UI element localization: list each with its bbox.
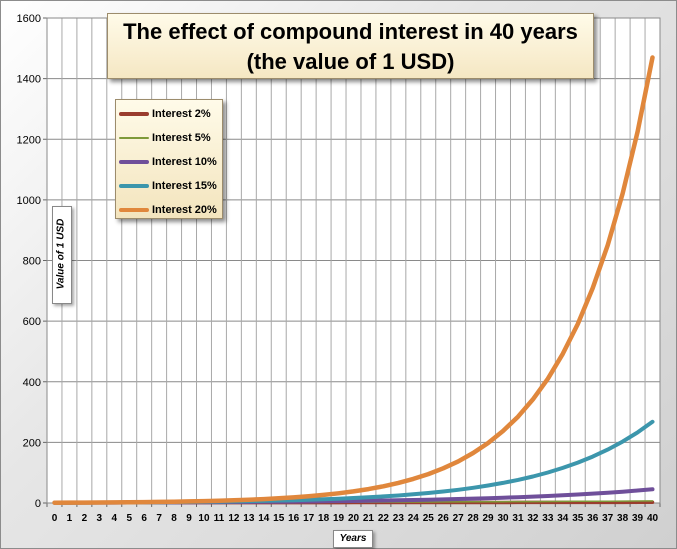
x-tick-label: 32 — [527, 513, 539, 524]
x-tick-label: 11 — [214, 513, 225, 524]
chart-title-line2: (the value of 1 USD) — [246, 49, 455, 74]
x-tick-label: 35 — [572, 513, 584, 524]
x-tick-label: 17 — [303, 513, 315, 524]
y-axis-label: Value of 1 USD — [55, 218, 67, 290]
x-tick-label: 16 — [288, 513, 300, 524]
x-tick-label: 6 — [141, 513, 147, 524]
y-tick-label: 0 — [35, 498, 41, 510]
x-tick-label: 38 — [617, 513, 629, 524]
legend-item-interest-20: Interest 20% — [116, 198, 222, 222]
x-tick-label: 33 — [542, 513, 554, 524]
x-tick-label: 31 — [512, 513, 524, 524]
legend-label: Interest 15% — [152, 180, 217, 192]
x-tick-label: 25 — [423, 513, 435, 524]
legend-item-interest-5: Interest 5% — [116, 126, 222, 150]
y-tick-label: 1400 — [17, 74, 41, 86]
series-lines — [52, 55, 655, 505]
legend-item-interest-10: Interest 10% — [116, 150, 222, 174]
x-tick-label: 26 — [438, 513, 450, 524]
legend: Interest 2% Interest 5% Interest 10% Int… — [115, 99, 223, 219]
x-tick-label: 30 — [497, 513, 509, 524]
x-tick-label: 20 — [348, 513, 360, 524]
y-tick-label: 600 — [23, 316, 41, 328]
chart-title-line1: The effect of compound interest in 40 ye… — [123, 19, 578, 44]
x-tick-label: 2 — [82, 513, 88, 524]
y-tick-label: 1000 — [17, 195, 41, 207]
x-tick-label: 28 — [468, 513, 480, 524]
x-tick-label: 23 — [393, 513, 405, 524]
y-tick-label: 1200 — [17, 134, 41, 146]
legend-label: Interest 20% — [152, 204, 217, 216]
x-tick-label: 13 — [243, 513, 255, 524]
legend-swatch — [119, 112, 149, 116]
x-tick-label: 24 — [408, 513, 420, 524]
x-tick-label: 39 — [632, 513, 644, 524]
series-line-interest-20- — [52, 55, 655, 505]
x-tick-label: 4 — [111, 513, 117, 524]
legend-item-interest-2: Interest 2% — [116, 102, 222, 126]
legend-swatch — [119, 160, 149, 164]
x-tick-label: 37 — [602, 513, 614, 524]
legend-swatch — [119, 184, 149, 188]
legend-swatch — [119, 207, 149, 213]
legend-label: Interest 10% — [152, 156, 217, 168]
x-tick-label: 29 — [482, 513, 494, 524]
x-tick-label: 14 — [258, 513, 270, 524]
legend-swatch — [119, 137, 149, 139]
legend-item-interest-15: Interest 15% — [116, 174, 222, 198]
x-tick-label: 19 — [333, 513, 345, 524]
chart-title: The effect of compound interest in 40 ye… — [107, 13, 594, 79]
x-tick-label: 18 — [318, 513, 330, 524]
x-axis-label: Years — [333, 530, 373, 548]
x-tick-label: 1 — [67, 513, 73, 524]
x-tick-label: 9 — [186, 513, 192, 524]
x-tick-label: 3 — [97, 513, 103, 524]
y-tick-label: 800 — [23, 256, 41, 268]
y-tick-label: 1600 — [17, 13, 41, 25]
y-tick-label: 200 — [23, 437, 41, 449]
x-tick-label: 40 — [647, 513, 659, 524]
x-tick-label: 21 — [363, 513, 375, 524]
y-tick-label: 400 — [23, 377, 41, 389]
gridlines — [46, 17, 661, 504]
x-tick-label: 5 — [126, 513, 132, 524]
x-tick-label: 34 — [557, 513, 569, 524]
x-tick-label: 0 — [52, 513, 58, 524]
x-tick-label: 7 — [156, 513, 162, 524]
x-tick-label: 27 — [453, 513, 465, 524]
x-tick-label: 10 — [198, 513, 210, 524]
x-tick-label: 12 — [228, 513, 240, 524]
x-tick-label: 36 — [587, 513, 599, 524]
x-tick-label: 22 — [378, 513, 390, 524]
y-axis-label-box — [52, 206, 72, 304]
legend-label: Interest 5% — [152, 132, 211, 144]
x-tick-label: 8 — [171, 513, 177, 524]
legend-label: Interest 2% — [152, 108, 211, 120]
x-tick-label: 15 — [273, 513, 285, 524]
